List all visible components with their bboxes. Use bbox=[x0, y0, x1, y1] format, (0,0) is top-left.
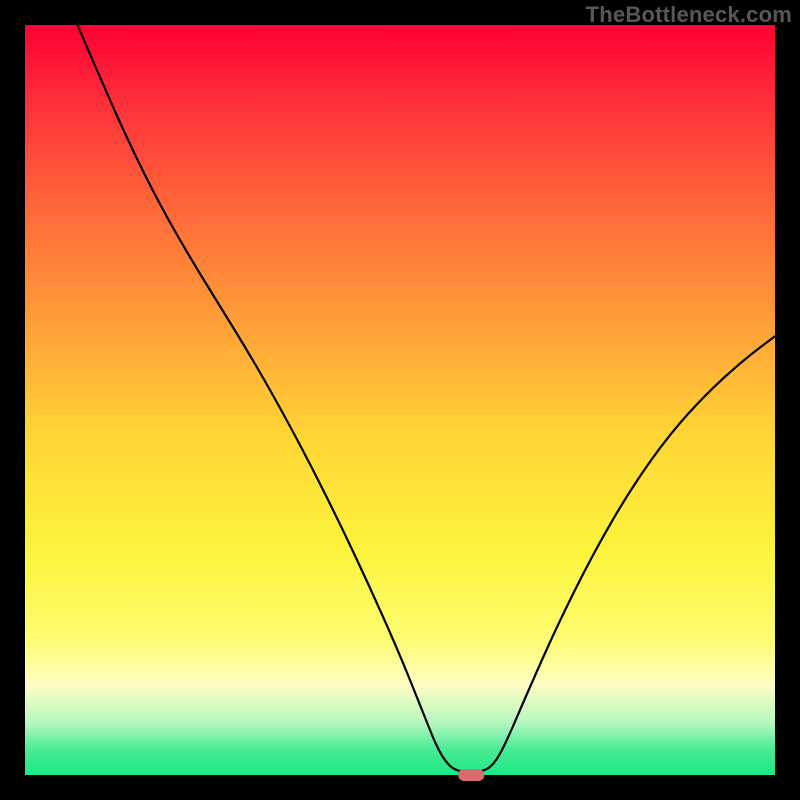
bottleneck-curve-chart bbox=[0, 0, 800, 800]
chart-container: TheBottleneck.com bbox=[0, 0, 800, 800]
optimal-point-marker bbox=[458, 769, 484, 781]
chart-background bbox=[25, 25, 775, 775]
watermark-text: TheBottleneck.com bbox=[586, 2, 792, 28]
